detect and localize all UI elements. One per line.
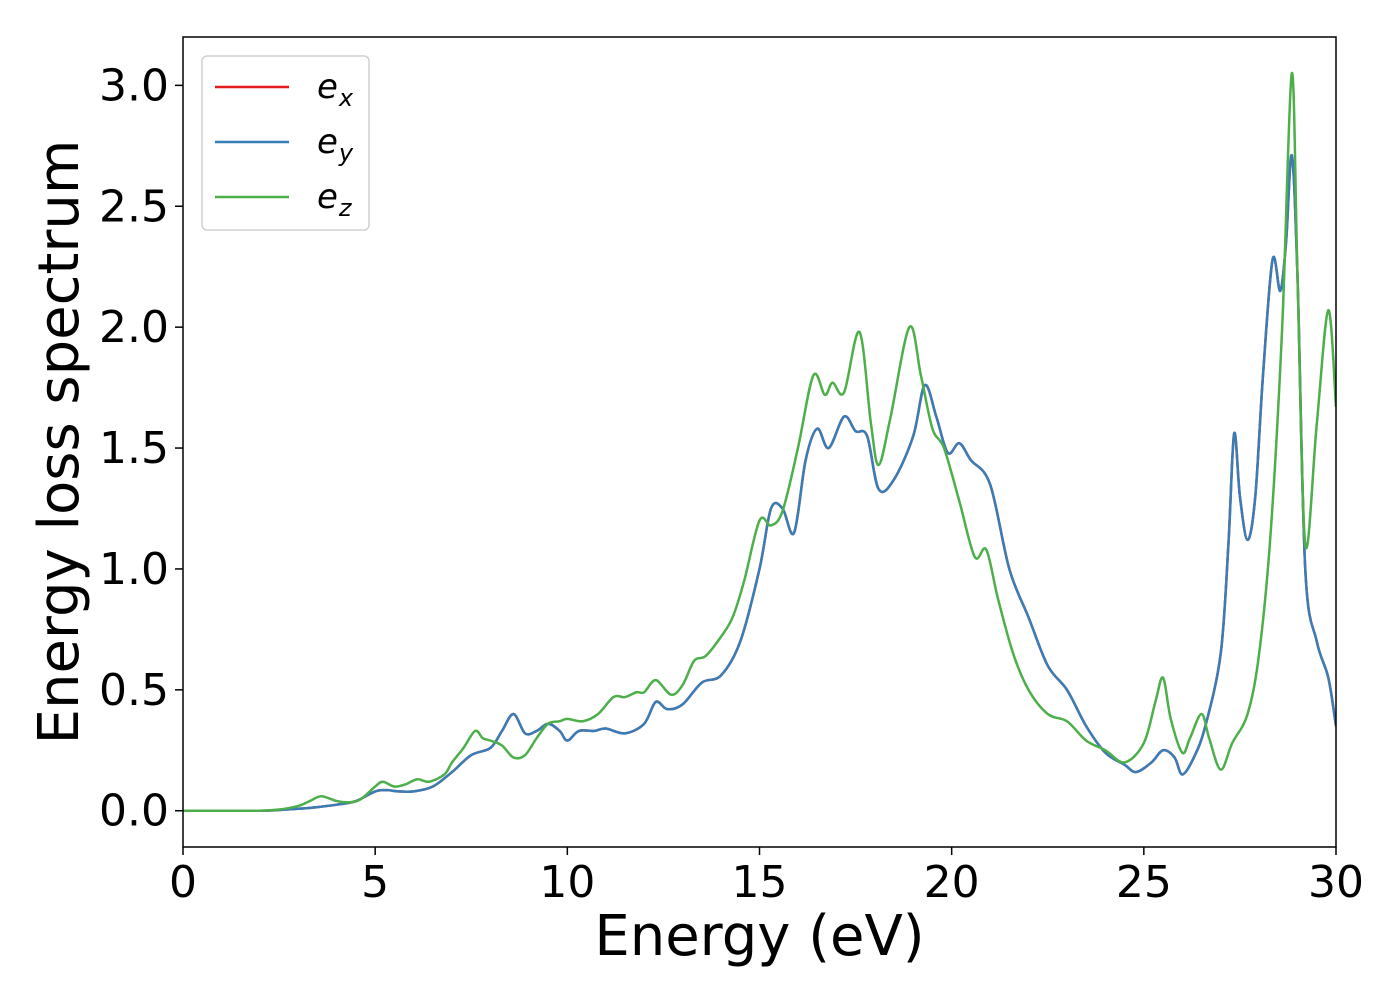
y-tick-label: 3.0: [99, 60, 169, 111]
y-tick-label: 1.5: [99, 423, 169, 474]
x-tick-label: 5: [361, 857, 389, 908]
y-tick-label: 1.0: [99, 544, 169, 595]
plot-area: [183, 37, 1336, 847]
x-tick-label: 30: [1308, 857, 1364, 908]
x-tick-label: 10: [539, 857, 595, 908]
legend-label-ez: ez: [317, 177, 353, 222]
series-line-ey: [183, 154, 1336, 813]
legend-label-ey: ey: [317, 122, 354, 167]
legend-label-base: e: [317, 122, 338, 162]
legend-label-base: e: [317, 177, 338, 217]
legend-label-subscript: y: [338, 139, 354, 167]
y-tick-label: 0.0: [99, 786, 169, 837]
x-axis-title: Energy (eV): [594, 904, 924, 969]
x-tick-label: 0: [169, 857, 197, 908]
legend-label-base: e: [317, 67, 338, 107]
x-tick-label: 15: [732, 857, 788, 908]
series-line-ez: [183, 71, 1336, 813]
y-tick-label: 2.5: [99, 181, 169, 232]
y-axis-title: Energy loss spectrum: [27, 140, 92, 745]
y-tick-label: 2.0: [99, 302, 169, 353]
y-tick-label: 0.5: [99, 665, 169, 716]
series-lines: [183, 71, 1336, 813]
x-axis-ticks: 0 5 10 15 20 25 30: [169, 847, 1364, 908]
x-tick-label: 20: [924, 857, 980, 908]
legend-label-subscript: z: [338, 194, 353, 222]
y-axis-ticks: 0.0 0.5 1.0 1.5 2.0 2.5 3.0: [99, 60, 183, 837]
legend-label-ex: ex: [317, 67, 354, 112]
legend-label-subscript: x: [338, 84, 354, 112]
x-tick-label: 25: [1116, 857, 1172, 908]
